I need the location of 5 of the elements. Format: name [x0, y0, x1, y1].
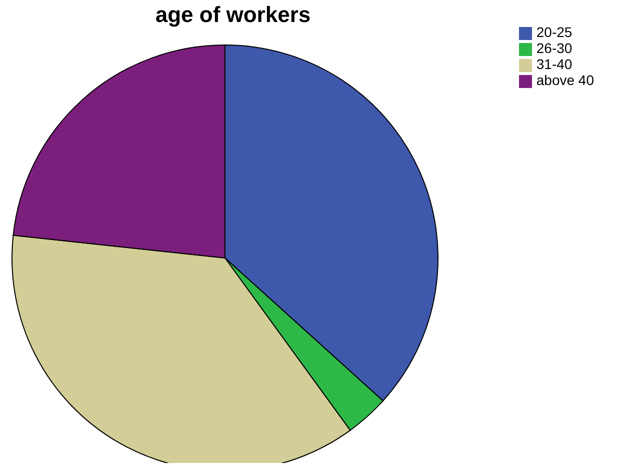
legend-label: 20-25	[536, 24, 572, 40]
legend-label: above 40	[536, 72, 594, 88]
legend-label: 26-30	[536, 40, 572, 56]
legend-label: 31-40	[536, 56, 572, 72]
chart-title: age of workers	[154, 2, 312, 28]
